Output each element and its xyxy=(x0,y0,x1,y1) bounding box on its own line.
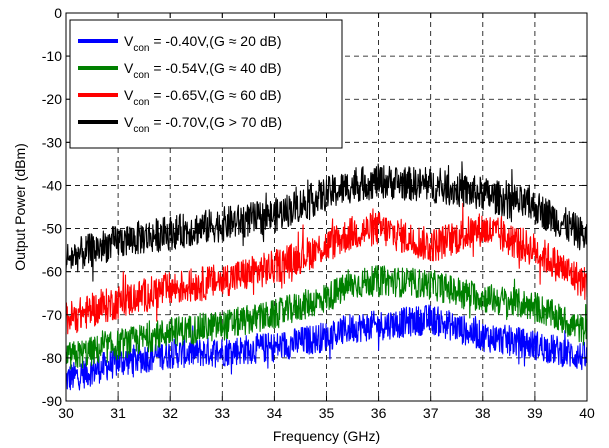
legend-label-subscript: con xyxy=(133,43,149,54)
y-tick-label: -20 xyxy=(42,91,62,107)
x-tick-label: 37 xyxy=(423,405,439,421)
legend-label-rest: = -0.54V,(G ≈ 40 dB) xyxy=(149,60,281,76)
legend-label-rest: = -0.65V,(G ≈ 60 dB) xyxy=(149,87,281,103)
y-tick-label: -60 xyxy=(42,264,62,280)
legend: Vcon = -0.40V,(G ≈ 20 dB)Vcon = -0.54V,(… xyxy=(69,19,343,149)
y-tick-label: -80 xyxy=(42,350,62,366)
x-tick-label: 40 xyxy=(579,405,595,421)
series-line-1 xyxy=(65,304,588,391)
y-tick-label: -40 xyxy=(42,177,62,193)
x-tick-label: 34 xyxy=(267,405,283,421)
legend-label-3: Vcon = -0.65V,(G ≈ 60 dB) xyxy=(124,87,282,108)
legend-label-rest: = -0.70V,(G > 70 dB) xyxy=(149,114,282,130)
x-axis-label: Frequency (GHz) xyxy=(273,428,380,444)
y-tick-label: -50 xyxy=(42,221,62,237)
legend-label-main: V xyxy=(124,114,134,130)
y-axis-label: Output Power (dBm) xyxy=(12,143,28,271)
x-tick-label: 38 xyxy=(475,405,491,421)
y-tick-label: -90 xyxy=(42,393,62,409)
x-tick-label: 32 xyxy=(162,405,178,421)
legend-label-subscript: con xyxy=(133,124,149,135)
series-line-4 xyxy=(65,161,588,282)
legend-label-subscript: con xyxy=(133,70,149,81)
y-tick-label: -70 xyxy=(42,307,62,323)
x-tick-label: 36 xyxy=(371,405,387,421)
x-tick-label: 31 xyxy=(110,405,126,421)
x-tick-label: 33 xyxy=(215,405,231,421)
legend-label-subscript: con xyxy=(133,97,149,108)
legend-label-4: Vcon = -0.70V,(G > 70 dB) xyxy=(124,114,282,135)
y-tick-label: -10 xyxy=(42,48,62,64)
x-tick-label: 39 xyxy=(527,405,543,421)
legend-label-rest: = -0.40V,(G ≈ 20 dB) xyxy=(149,33,281,49)
legend-label-2: Vcon = -0.54V,(G ≈ 40 dB) xyxy=(124,60,282,81)
series-layer xyxy=(65,161,588,391)
series-line-3 xyxy=(65,202,588,335)
y-tick-label: 0 xyxy=(54,5,62,21)
x-tick-label: 30 xyxy=(58,405,74,421)
axis-ticks: 30 31 32 33 34 35 36 37 38 39 40 0 -10 -20 -30 -40 -50 -6… xyxy=(42,5,595,421)
legend-label-main: V xyxy=(124,60,134,76)
series-line-2 xyxy=(65,265,588,370)
legend-label-1: Vcon = -0.40V,(G ≈ 20 dB) xyxy=(124,33,282,54)
legend-label-main: V xyxy=(124,87,134,103)
x-tick-label: 35 xyxy=(319,405,335,421)
legend-label-main: V xyxy=(124,33,134,49)
y-tick-label: -30 xyxy=(42,134,62,150)
